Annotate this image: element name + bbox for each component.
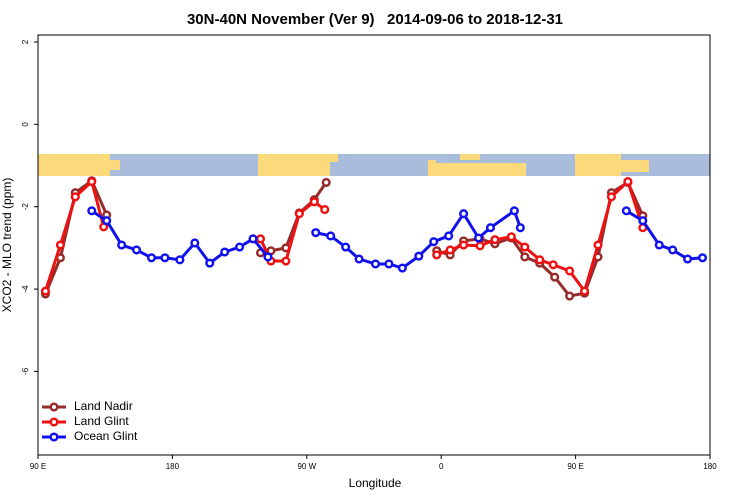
legend-marker <box>49 402 59 412</box>
point <box>550 272 560 282</box>
legend-label: Land Nadir <box>74 399 133 413</box>
point <box>459 240 469 250</box>
y-tick-label: 2 <box>21 39 30 44</box>
chart-title: 30N-40N November (Ver 9) 2014-09-06 to 2… <box>187 11 563 28</box>
point <box>548 260 558 270</box>
point <box>473 233 484 243</box>
point <box>55 240 65 250</box>
point <box>459 209 469 219</box>
x-tick-label: 180 <box>703 462 717 471</box>
legend-label: Land Glint <box>74 414 129 428</box>
point <box>683 254 693 264</box>
point <box>146 253 157 263</box>
y-tick-label: 0 <box>21 122 30 127</box>
point <box>255 234 266 244</box>
point <box>654 240 664 250</box>
point <box>102 216 112 226</box>
point <box>509 206 519 216</box>
point <box>490 235 500 245</box>
point <box>248 234 258 244</box>
point <box>263 252 273 262</box>
point <box>593 240 603 250</box>
point <box>320 205 330 215</box>
point <box>205 258 215 268</box>
x-tick-label: 0 <box>439 462 444 471</box>
series-line <box>625 209 703 261</box>
point <box>697 253 708 263</box>
point <box>535 255 545 265</box>
legend-marker <box>49 432 59 442</box>
point <box>445 245 455 255</box>
y-axis-label: XCO2 - MLO trend (ppm) <box>0 178 14 313</box>
point <box>580 286 590 296</box>
point <box>326 231 336 241</box>
point <box>485 223 496 233</box>
plot-frame <box>37 34 711 456</box>
point <box>668 245 678 255</box>
point <box>281 256 291 266</box>
point <box>87 206 97 216</box>
y-tick-label: -2 <box>21 203 30 211</box>
point <box>235 242 245 252</box>
point <box>621 206 631 216</box>
point <box>520 242 530 252</box>
legend-marker <box>49 417 59 427</box>
point <box>190 238 200 248</box>
point <box>397 263 407 273</box>
x-tick-label: 90 E <box>30 462 46 471</box>
point <box>132 245 142 255</box>
y-tick-label: -6 <box>21 367 30 375</box>
point <box>638 216 648 226</box>
legend-label: Ocean Glint <box>74 429 138 443</box>
x-axis-label: Longitude <box>349 476 402 490</box>
point <box>309 197 319 207</box>
point <box>515 223 525 233</box>
point <box>117 240 127 250</box>
x-tick-label: 90 W <box>297 462 316 471</box>
series-line <box>260 181 328 255</box>
point <box>520 252 530 262</box>
point <box>87 177 97 187</box>
point <box>341 242 351 252</box>
point <box>370 259 381 269</box>
point <box>475 241 485 251</box>
point <box>321 177 331 187</box>
point <box>384 259 394 269</box>
point <box>70 192 80 202</box>
point <box>354 254 364 264</box>
point <box>444 231 454 241</box>
point <box>432 250 442 260</box>
map-strip <box>38 154 710 176</box>
point <box>429 237 439 247</box>
point <box>220 247 230 257</box>
y-tick-label: -4 <box>21 285 30 293</box>
point <box>294 209 304 219</box>
x-tick-label: 180 <box>166 462 180 471</box>
point <box>160 253 170 263</box>
point <box>506 232 516 242</box>
point <box>414 251 424 261</box>
point <box>565 291 575 301</box>
point <box>623 177 633 187</box>
point <box>606 192 616 202</box>
point <box>311 228 321 238</box>
point <box>175 255 185 265</box>
x-tick-label: 90 E <box>567 462 583 471</box>
point <box>40 286 51 296</box>
point <box>565 266 575 276</box>
